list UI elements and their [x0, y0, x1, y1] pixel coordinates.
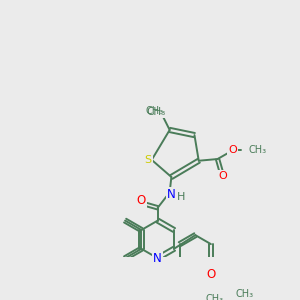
Text: CH₃: CH₃ — [248, 146, 266, 155]
Text: CH₃: CH₃ — [145, 106, 163, 116]
Text: O: O — [218, 171, 227, 181]
Text: H: H — [177, 192, 185, 202]
Text: N: N — [153, 252, 162, 265]
Text: CH₃: CH₃ — [146, 107, 166, 117]
Text: O: O — [206, 268, 215, 281]
Text: CH₃: CH₃ — [236, 289, 254, 299]
Text: N: N — [167, 188, 176, 201]
Text: O: O — [137, 194, 146, 207]
Text: O: O — [229, 146, 237, 155]
Text: CH₃: CH₃ — [205, 294, 223, 300]
Text: S: S — [145, 155, 152, 165]
